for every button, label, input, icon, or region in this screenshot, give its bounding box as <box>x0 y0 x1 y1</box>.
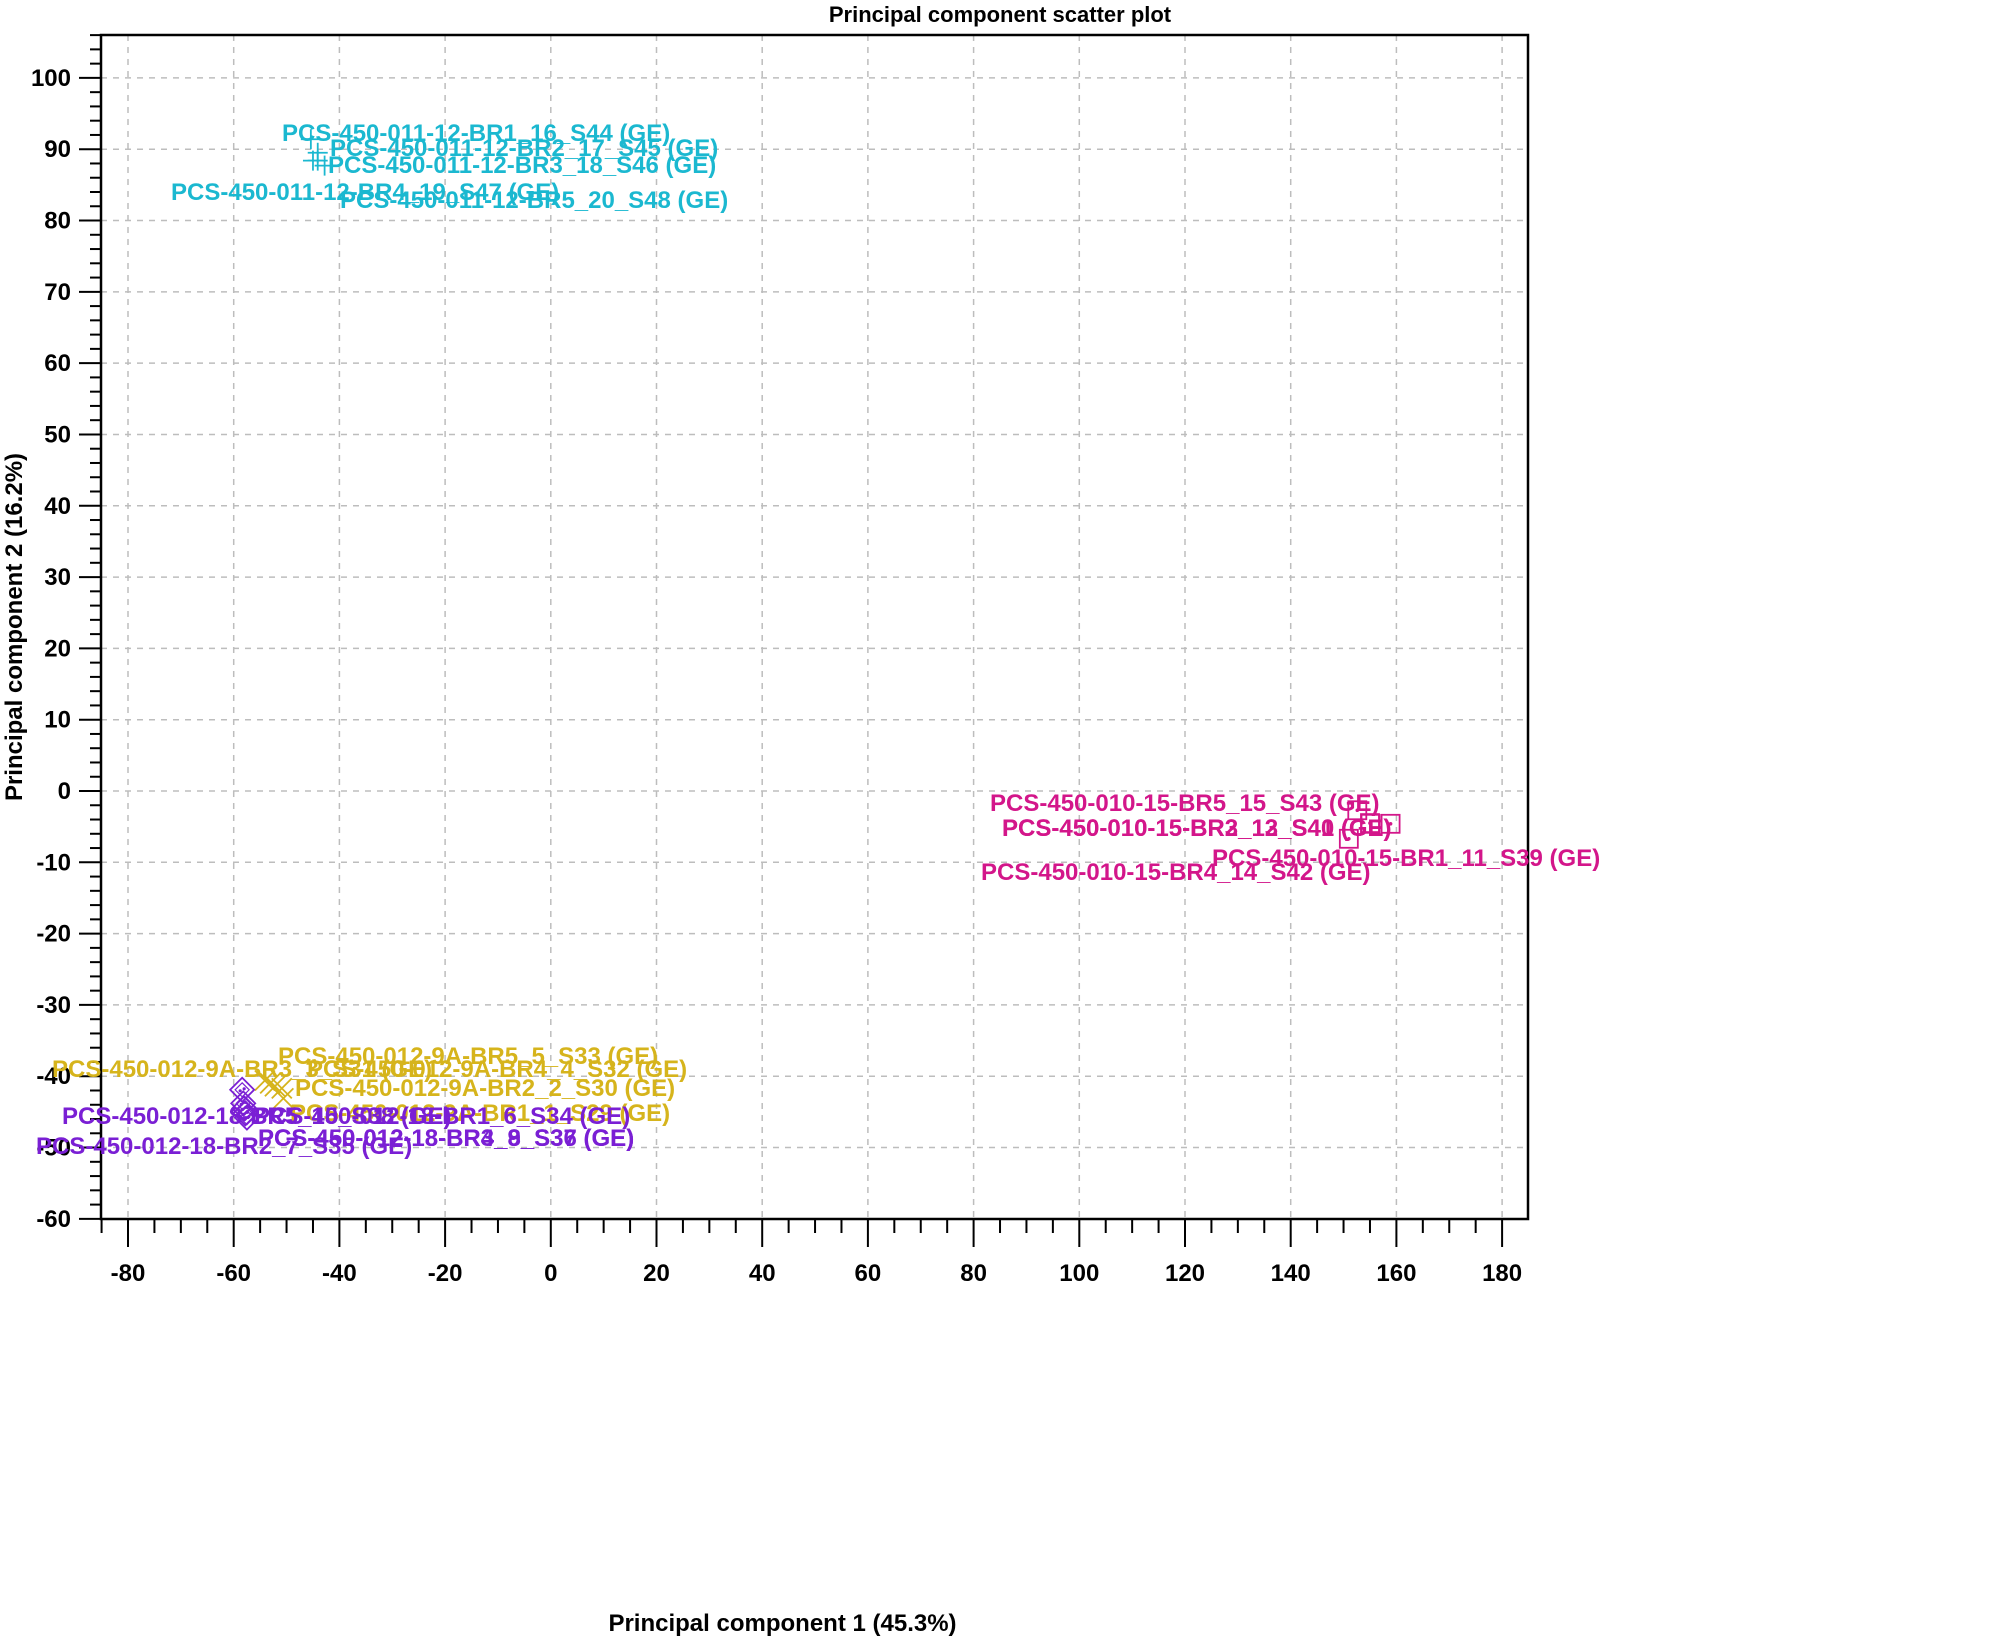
y-tick-label: 70 <box>44 279 71 306</box>
point-label: PCS-450-011-12-BR2_17_S45 (GE) <box>330 135 718 162</box>
point-label: PCS-450-010-15-BR4_14_S42 (GE) <box>981 859 1371 886</box>
y-tick-label: -20 <box>36 921 71 948</box>
y-tick-label: -10 <box>36 849 71 876</box>
point-label: PCS-450-011-12-BR3_18_S46 (GE) <box>328 152 716 179</box>
point-labels: PCS-450-011-12-BR1_16_S44 (GE)PCS-450-01… <box>36 120 1600 1160</box>
square-dot-marker-icon <box>1380 813 1401 834</box>
point-label: PCS-450-012-18-BR3_8_S36 (GE) <box>258 1125 634 1152</box>
y-tick-label: 50 <box>44 421 71 448</box>
x-tick-label: 80 <box>960 1260 987 1287</box>
x-tick-label: 120 <box>1165 1260 1205 1287</box>
x-tick-label: 60 <box>855 1260 882 1287</box>
x-cross-marker-icon <box>272 1087 295 1109</box>
x-tick-label: 20 <box>643 1260 670 1287</box>
y-tick-label: 80 <box>44 208 71 235</box>
plus-marker-icon <box>300 129 321 150</box>
square-dot-marker-icon <box>1360 813 1380 833</box>
y-tick-label: 0 <box>58 778 71 805</box>
data-markers <box>228 129 1401 1131</box>
y-tick-label: 10 <box>44 707 71 734</box>
y-tick-label: 30 <box>44 564 71 591</box>
x-tick-label: -60 <box>216 1260 251 1287</box>
point-label: PCS-450-012-9A-BR1_1_S29 (GE) <box>290 1100 670 1127</box>
grid-lines <box>101 35 1528 1220</box>
point-label: PCS-450-012-18-BR4_9_S37 (GE) <box>258 1125 634 1152</box>
point-label: PCS-450-012-18-BR5_10_S38 (GE) <box>62 1103 452 1130</box>
y-tick-label: 20 <box>44 635 71 662</box>
point-label: PCS-450-011-12-BR5_20_S48 (GE) <box>340 187 728 214</box>
point-label: PCS-450-012-9A-BR2_2_S30 (GE) <box>295 1075 675 1102</box>
x-cross-marker-icon <box>264 1075 286 1097</box>
x-tick-label: 40 <box>749 1260 776 1287</box>
plot-frame <box>99 33 1530 1221</box>
plus-marker-icon <box>314 155 335 176</box>
point-label: PCS-450-011-12-BR1_16_S44 (GE) <box>282 120 670 147</box>
x-cross-marker-icon <box>271 1077 293 1099</box>
y-tick-label: 40 <box>44 493 71 520</box>
point-label: PCS-450-012-18-BR2_7_S35 (GE) <box>36 1133 412 1160</box>
x-tick-label: -40 <box>322 1260 357 1287</box>
x-cross-marker-icon <box>259 1072 281 1095</box>
y-tick-label: -50 <box>36 1135 71 1162</box>
square-dot-marker-icon <box>1338 828 1359 849</box>
x-tick-label: 100 <box>1059 1260 1099 1287</box>
point-label: PCS-450-012-18-BR1_6_S34 (GE) <box>254 1103 630 1130</box>
square-dot-marker-icon <box>1347 800 1368 821</box>
y-tick-label: -60 <box>36 1206 71 1233</box>
x-tick-label: -20 <box>428 1260 463 1287</box>
x-tick-label: 140 <box>1271 1260 1311 1287</box>
point-label: PCS-450-010-15-BR1_11_S39 (GE) <box>1212 845 1600 872</box>
y-tick-label: -30 <box>36 992 71 1019</box>
diamond-dot-marker-icon <box>228 1076 256 1104</box>
y-tick-label: 100 <box>31 65 71 92</box>
point-label: PCS-450-010-15-BR3_13_S41 (GE) <box>1002 815 1392 842</box>
point-label: PCS-450-012-9A-BR5_5_S33 (GE) <box>278 1043 658 1070</box>
x-tick-label: 180 <box>1482 1260 1522 1287</box>
point-label: PCS-450-012-9A-BR3_3_S31 (GE) <box>52 1056 432 1083</box>
point-label: PCS-450-011-12-BR4_19_S47 (GE) <box>171 179 559 206</box>
x-cross-marker-icon <box>254 1069 276 1092</box>
y-tick-label: 90 <box>44 136 71 163</box>
x-axis-label: Principal component 1 (45.3%) <box>608 1610 957 1637</box>
diamond-dot-marker-icon <box>229 1090 257 1117</box>
y-tick-label: 60 <box>44 350 71 377</box>
y-tick-label: -40 <box>36 1063 71 1090</box>
axes: -80 -60 -40 -20 0 20 40 60 80 100 120 140 160 180-60-… <box>31 33 1530 1287</box>
x-tick-label: -80 <box>111 1260 146 1287</box>
x-tick-label: 0 <box>544 1260 557 1287</box>
point-label: PCS-450-010-15-BR2_12_S40 (GE) <box>1002 815 1392 842</box>
chart-title: Principal component scatter plot <box>828 2 1172 27</box>
point-label: PCS-450-012-9A-BR4_4_S32 (GE) <box>307 1056 687 1083</box>
x-tick-label: 160 <box>1376 1260 1416 1287</box>
point-label: PCS-450-010-15-BR5_15_S43 (GE) <box>990 790 1380 817</box>
